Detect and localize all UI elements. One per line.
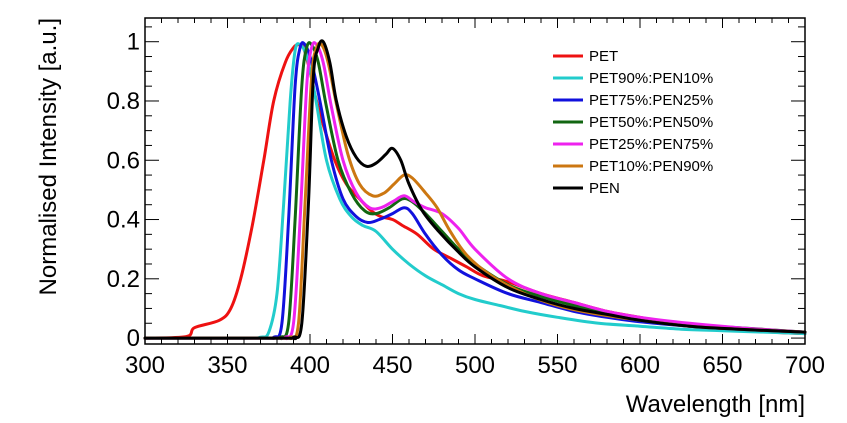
y-tick-label: 0 [127,325,140,352]
x-tick-label: 700 [785,352,825,379]
y-axis-title: Normalised Intensity [a.u.] [35,18,62,295]
x-tick-label: 500 [455,352,495,379]
x-tick-label: 300 [125,352,165,379]
x-tick-label: 600 [620,352,660,379]
legend-label: PET75%:PEN25% [589,92,713,109]
legend-label: PET10%:PEN90% [589,158,713,175]
x-tick-label: 450 [372,352,412,379]
y-tick-label: 0.4 [107,207,140,234]
series-line-1 [143,42,807,340]
legend: PET PET90%:PEN10% PET75%:PEN25% PET50%:PEN5… [553,48,713,197]
x-tick-label: 650 [702,352,742,379]
x-tick-labels: 300 350 400 450 500 550 600 650 700 [125,352,825,379]
legend-label: PET50%:PEN50% [589,114,713,131]
y-tick-label: 0.6 [107,147,140,174]
series-line-4 [143,41,807,341]
series-line-6 [143,39,807,341]
x-axis-title: Wavelength [nm] [626,391,805,418]
y-tick-label: 0.8 [107,88,140,115]
x-tick-label: 400 [290,352,330,379]
legend-label: PET25%:PEN75% [589,136,713,153]
legend-label: PEN [589,180,620,197]
series-line-2 [143,41,807,341]
series-layer [143,39,807,341]
tick-layer [144,18,806,344]
y-tick-label: 1 [127,29,140,56]
y-tick-labels: 0 0.2 0.4 0.6 0.8 1 [107,29,140,352]
legend-label: PET [589,48,618,65]
legend-label: PET90%:PEN10% [589,70,713,87]
series-line-3 [143,41,807,341]
x-tick-label: 350 [207,352,247,379]
y-tick-label: 0.2 [107,266,140,293]
x-tick-label: 550 [537,352,577,379]
